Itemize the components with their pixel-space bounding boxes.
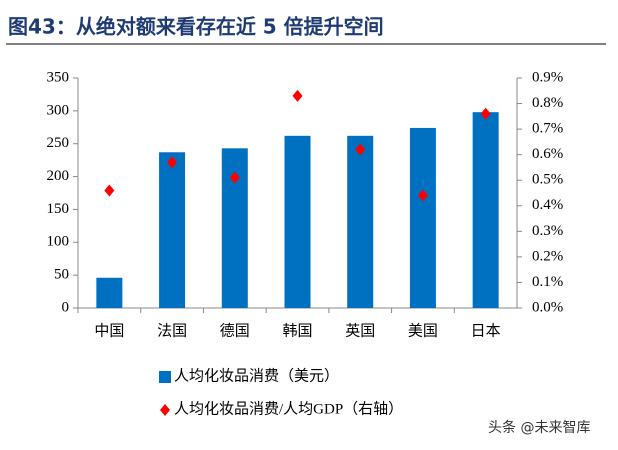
y-tick-label: 100 — [47, 234, 70, 250]
y2-tick-label: 0.7% — [532, 121, 563, 137]
bar — [409, 127, 436, 308]
watermark: 头条 @未来智库 — [488, 419, 590, 436]
y-tick-label: 300 — [47, 102, 70, 118]
marker — [229, 171, 240, 184]
y-tick-label: 0 — [62, 299, 70, 315]
y-tick-label: 50 — [54, 267, 69, 283]
y2-tick-label: 0.5% — [532, 172, 563, 188]
y2-tick-label: 0.4% — [532, 197, 563, 213]
x-tick-label: 美国 — [408, 322, 438, 339]
legend-swatch — [160, 404, 170, 416]
bar — [159, 152, 186, 308]
y2-tick-label: 0.3% — [532, 223, 563, 239]
marker — [292, 89, 303, 102]
y2-tick-label: 0.0% — [532, 299, 563, 315]
y-tick-label: 150 — [47, 201, 70, 217]
y-tick-label: 350 — [47, 69, 70, 85]
marker — [480, 107, 491, 120]
x-tick-label: 德国 — [220, 321, 250, 339]
x-tick-label: 日本 — [471, 322, 501, 339]
y2-tick-label: 0.1% — [532, 274, 563, 290]
legend-label: 人均化妆品消费（美元） — [174, 367, 339, 384]
y2-tick-label: 0.6% — [532, 146, 563, 162]
x-tick-label: 法国 — [157, 322, 187, 339]
y-tick-label: 200 — [47, 168, 70, 184]
chart-title: 图43：从绝对额来看存在近 5 倍提升空间 — [8, 15, 384, 39]
bar — [96, 277, 123, 308]
marker — [355, 143, 366, 156]
x-tick-label: 韩国 — [282, 322, 312, 339]
x-tick-label: 英国 — [345, 321, 375, 339]
y2-tick-label: 0.2% — [532, 248, 563, 264]
x-tick-label: 中国 — [94, 322, 124, 339]
legend-label: 人均化妆品消费/人均GDP（右轴） — [174, 400, 403, 417]
marker — [167, 156, 178, 169]
y2-tick-label: 0.8% — [532, 95, 563, 111]
bar — [347, 135, 374, 308]
legend-swatch — [159, 371, 171, 383]
marker — [417, 189, 428, 202]
marker — [104, 184, 115, 197]
bar — [472, 112, 499, 309]
y-tick-label: 250 — [47, 135, 70, 151]
y2-tick-label: 0.9% — [532, 69, 563, 85]
bar — [284, 135, 311, 308]
